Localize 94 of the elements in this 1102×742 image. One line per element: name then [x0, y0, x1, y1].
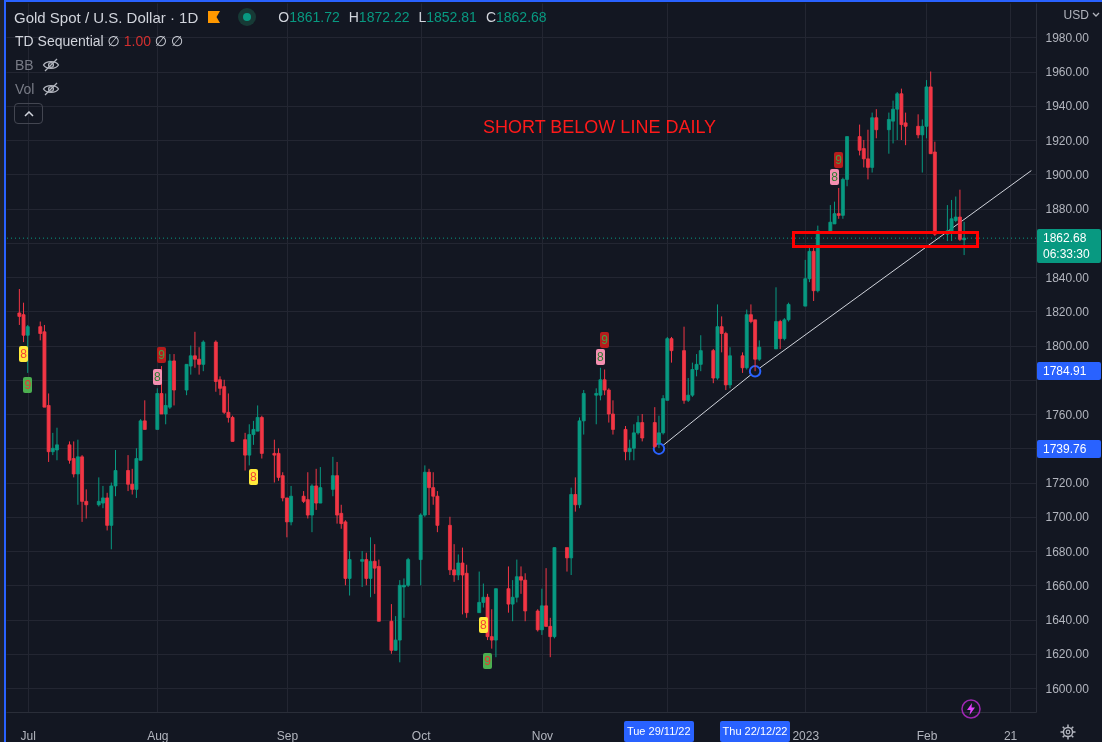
x-tick-label: Jul: [20, 728, 36, 742]
candlestick: [318, 466, 323, 504]
y-tick-label: 1960.00: [1045, 65, 1090, 79]
candlestick: [25, 324, 30, 374]
y-tick-label: 1620.00: [1045, 647, 1090, 662]
candlestick: [96, 476, 101, 507]
y-tick-label: 1920.00: [1045, 133, 1090, 148]
candlestick: [243, 432, 247, 472]
annotation: 8: [830, 168, 840, 185]
text: 1784.91: [1043, 363, 1088, 380]
y-tick-label: 1700.00: [1045, 510, 1090, 525]
y-tick-label: 1820.00: [1045, 304, 1090, 319]
y-tick-label: 1840.00: [1045, 270, 1090, 285]
candlestick: [740, 351, 745, 374]
candlestick: [71, 440, 76, 478]
x-tick-label: Oct: [411, 728, 432, 742]
candlestick: [55, 427, 59, 461]
candlestick: [330, 456, 335, 497]
candlestick: [874, 108, 879, 139]
y-tick-label: 1760.00: [1045, 407, 1090, 422]
y-axis-title: USD: [1063, 7, 1090, 22]
annotation: 8: [595, 348, 605, 365]
annotation: 9: [600, 331, 610, 348]
candlestick: [460, 547, 465, 615]
candlestick: [916, 113, 921, 139]
y-tick-label: 1640.00: [1045, 613, 1090, 628]
x-tick-label: Nov: [531, 728, 554, 742]
annotation: TD Sequential ∅ 1.00 ∅ ∅: [15, 33, 184, 49]
x-tick-label: Aug: [147, 728, 169, 742]
candlestick: [126, 454, 130, 492]
candlestick: [360, 550, 365, 588]
candlestick: [895, 91, 900, 141]
annotation: 9: [156, 347, 166, 364]
annotation: SHORT BELOW LINE DAILY: [483, 117, 717, 138]
annotation: 9: [483, 652, 493, 669]
text: Thu 22/12/22: [719, 721, 791, 742]
annotation: BB: [15, 57, 34, 73]
candlestick: [949, 199, 954, 242]
candlestick: [456, 553, 461, 581]
candlestick: [75, 439, 80, 506]
candlestick: [669, 336, 674, 364]
candlestick: [652, 406, 657, 449]
text: Tue 29/11/22: [623, 721, 694, 742]
candlestick: [540, 588, 544, 636]
candlestick: [368, 536, 373, 598]
candlestick: [247, 423, 252, 466]
candlestick: [535, 608, 540, 633]
candlestick: [506, 565, 511, 614]
y-tick-label: 1800.00: [1045, 339, 1090, 354]
annotation: 8: [152, 369, 162, 386]
y-tick-label: 1600.00: [1045, 681, 1090, 696]
candlestick: [427, 468, 431, 516]
annotation: Vol: [15, 81, 35, 97]
ref-line-label: 1862.68: [1043, 230, 1088, 247]
candlestick: [866, 129, 870, 180]
candlestick: [50, 432, 55, 456]
y-tick-label: 1680.00: [1045, 544, 1090, 559]
annotation: 8: [248, 469, 258, 486]
candlestick: [698, 334, 703, 372]
y-tick-label: 1980.00: [1045, 30, 1090, 45]
candlestick: [364, 552, 369, 586]
text: 1739.76: [1043, 440, 1088, 457]
chart-title: Gold Spot / U.S. Dollar · 1D: [14, 8, 199, 26]
y-tick-label: 1900.00: [1045, 167, 1090, 182]
annotation: 9: [834, 151, 844, 168]
candlestick: [640, 413, 645, 442]
y-tick-label: 1720.00: [1045, 476, 1090, 491]
candlestick: [201, 339, 206, 372]
candlestick: [159, 365, 164, 415]
candlestick: [101, 485, 105, 509]
annotation: 8: [19, 346, 29, 363]
candlestick: [565, 547, 569, 573]
candlestick: [514, 559, 519, 603]
y-tick-label: 1940.00: [1045, 99, 1090, 114]
candlestick: [347, 550, 352, 597]
candlestick: [477, 571, 482, 614]
candlestick: [272, 439, 277, 484]
y-tick-label: 1660.00: [1045, 578, 1090, 593]
candlestick: [836, 187, 841, 220]
candlestick: [623, 425, 628, 461]
annotation: 9: [23, 376, 33, 393]
text: 06:33:30: [1043, 246, 1091, 263]
candlestick: [958, 189, 962, 242]
annotation: 8: [478, 616, 488, 633]
candlestick: [573, 476, 578, 513]
x-tick-label: 21: [1003, 728, 1018, 742]
x-tick-label: Feb: [916, 728, 938, 742]
candlestick: [142, 399, 147, 430]
x-tick-label: Sep: [276, 728, 299, 742]
chart-subtitle: O1861.72 H1872.22 L1852.81 C1862.68: [278, 9, 547, 25]
y-tick-label: 1880.00: [1045, 202, 1090, 217]
candlestick: [778, 319, 783, 350]
x-tick-label: 2023: [792, 728, 820, 742]
candlestick: [757, 339, 762, 362]
